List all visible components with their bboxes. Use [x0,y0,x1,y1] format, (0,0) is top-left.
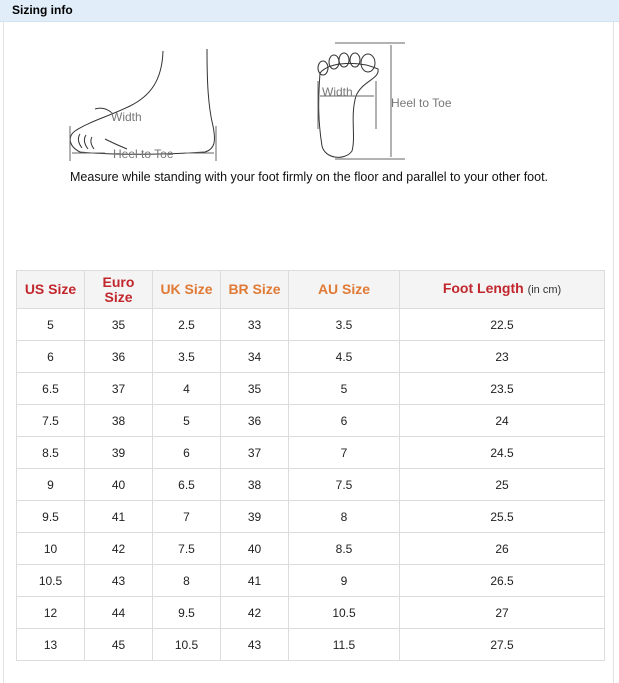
cell-au-size: 5 [288,372,400,405]
cell-au-size: 4.5 [288,340,400,373]
cell-foot-length: 23 [399,340,605,373]
cell-foot-length: 25.5 [399,500,605,533]
cell-us-size: 6.5 [16,372,85,405]
cell-us-size: 10 [16,532,85,565]
cell-us-size: 5 [16,308,85,341]
cell-us-size: 9 [16,468,85,501]
cell-foot-length: 27 [399,596,605,629]
cell-euro-size: 43 [84,564,153,597]
cell-uk-size: 10.5 [152,628,221,661]
top-width-label: Width [322,85,353,99]
section-header: Sizing info [0,0,619,22]
cell-uk-size: 9.5 [152,596,221,629]
cell-br-size: 43 [220,628,289,661]
size-chart-table: US Size Euro Size UK Size BR Size AU Siz… [16,270,605,661]
side-length-label: Heel to Toe [113,147,174,161]
cell-uk-size: 3.5 [152,340,221,373]
cell-euro-size: 37 [84,372,153,405]
cell-euro-size: 45 [84,628,153,661]
table-row: 6 36 3.5 34 4.5 23 [16,340,605,373]
cell-br-size: 38 [220,468,289,501]
top-foot-outline [318,62,379,158]
cell-euro-size: 38 [84,404,153,437]
table-row: 13 45 10.5 43 11.5 27.5 [16,628,605,661]
cell-foot-length: 27.5 [399,628,605,661]
side-foot-outline [69,48,215,155]
cell-au-size: 3.5 [288,308,400,341]
cell-br-size: 40 [220,532,289,565]
cell-uk-size: 7.5 [152,532,221,565]
cell-us-size: 13 [16,628,85,661]
cell-uk-size: 6.5 [152,468,221,501]
cell-us-size: 6 [16,340,85,373]
table-row: 9 40 6.5 38 7.5 25 [16,468,605,501]
cell-uk-size: 7 [152,500,221,533]
cell-euro-size: 41 [84,500,153,533]
cell-foot-length: 24.5 [399,436,605,469]
section-title: Sizing info [12,3,73,17]
table-row: 6.5 37 4 35 5 23.5 [16,372,605,405]
cell-foot-length: 25 [399,468,605,501]
cell-br-size: 37 [220,436,289,469]
table-row: 9.5 41 7 39 8 25.5 [16,500,605,533]
cell-uk-size: 8 [152,564,221,597]
cell-foot-length: 26.5 [399,564,605,597]
cell-au-size: 7 [288,436,400,469]
header-br-size: BR Size [220,270,289,309]
cell-uk-size: 4 [152,372,221,405]
cell-us-size: 12 [16,596,85,629]
cell-uk-size: 2.5 [152,308,221,341]
table-row: 8.5 39 6 37 7 24.5 [16,436,605,469]
top-length-label: Heel to Toe [391,96,452,110]
cell-euro-size: 44 [84,596,153,629]
header-foot-length-text: Foot Length [442,280,524,296]
table-row: 7.5 38 5 36 6 24 [16,404,605,437]
cell-foot-length: 22.5 [399,308,605,341]
header-euro-size: Euro Size [84,270,153,309]
measure-instruction: Measure while standing with your foot fi… [70,170,549,184]
cell-au-size: 7.5 [288,468,400,501]
cell-euro-size: 39 [84,436,153,469]
cell-au-size: 10.5 [288,596,400,629]
header-euro-size-text: Euro Size [102,273,135,305]
cell-uk-size: 5 [152,404,221,437]
foot-length-unit: (in cm) [527,284,562,296]
cell-au-size: 6 [288,404,400,437]
cell-euro-size: 42 [84,532,153,565]
cell-euro-size: 36 [84,340,153,373]
cell-br-size: 35 [220,372,289,405]
cell-br-size: 36 [220,404,289,437]
cell-us-size: 7.5 [16,404,85,437]
cell-au-size: 11.5 [288,628,400,661]
cell-br-size: 42 [220,596,289,629]
cell-uk-size: 6 [152,436,221,469]
side-width-label: Width [111,110,142,124]
cell-au-size: 8.5 [288,532,400,565]
cell-br-size: 33 [220,308,289,341]
cell-br-size: 41 [220,564,289,597]
cell-foot-length: 24 [399,404,605,437]
header-us-size: US Size [16,270,85,309]
cell-euro-size: 40 [84,468,153,501]
page-frame [3,0,614,683]
table-header-row: US Size Euro Size UK Size BR Size AU Siz… [16,270,605,309]
table-row: 5 35 2.5 33 3.5 22.5 [16,308,605,341]
cell-euro-size: 35 [84,308,153,341]
cell-us-size: 9.5 [16,500,85,533]
header-au-size: AU Size [288,270,400,309]
header-uk-size: UK Size [152,270,221,309]
table-row: 10 42 7.5 40 8.5 26 [16,532,605,565]
cell-br-size: 39 [220,500,289,533]
table-row: 10.5 43 8 41 9 26.5 [16,564,605,597]
foot-measure-diagram: Width Heel to Toe Width Heel to Toe [69,42,452,161]
cell-br-size: 34 [220,340,289,373]
cell-us-size: 10.5 [16,564,85,597]
cell-au-size: 8 [288,500,400,533]
cell-us-size: 8.5 [16,436,85,469]
cell-foot-length: 26 [399,532,605,565]
table-row: 12 44 9.5 42 10.5 27 [16,596,605,629]
cell-foot-length: 23.5 [399,372,605,405]
header-foot-length: Foot Length (in cm) [399,270,605,309]
cell-au-size: 9 [288,564,400,597]
